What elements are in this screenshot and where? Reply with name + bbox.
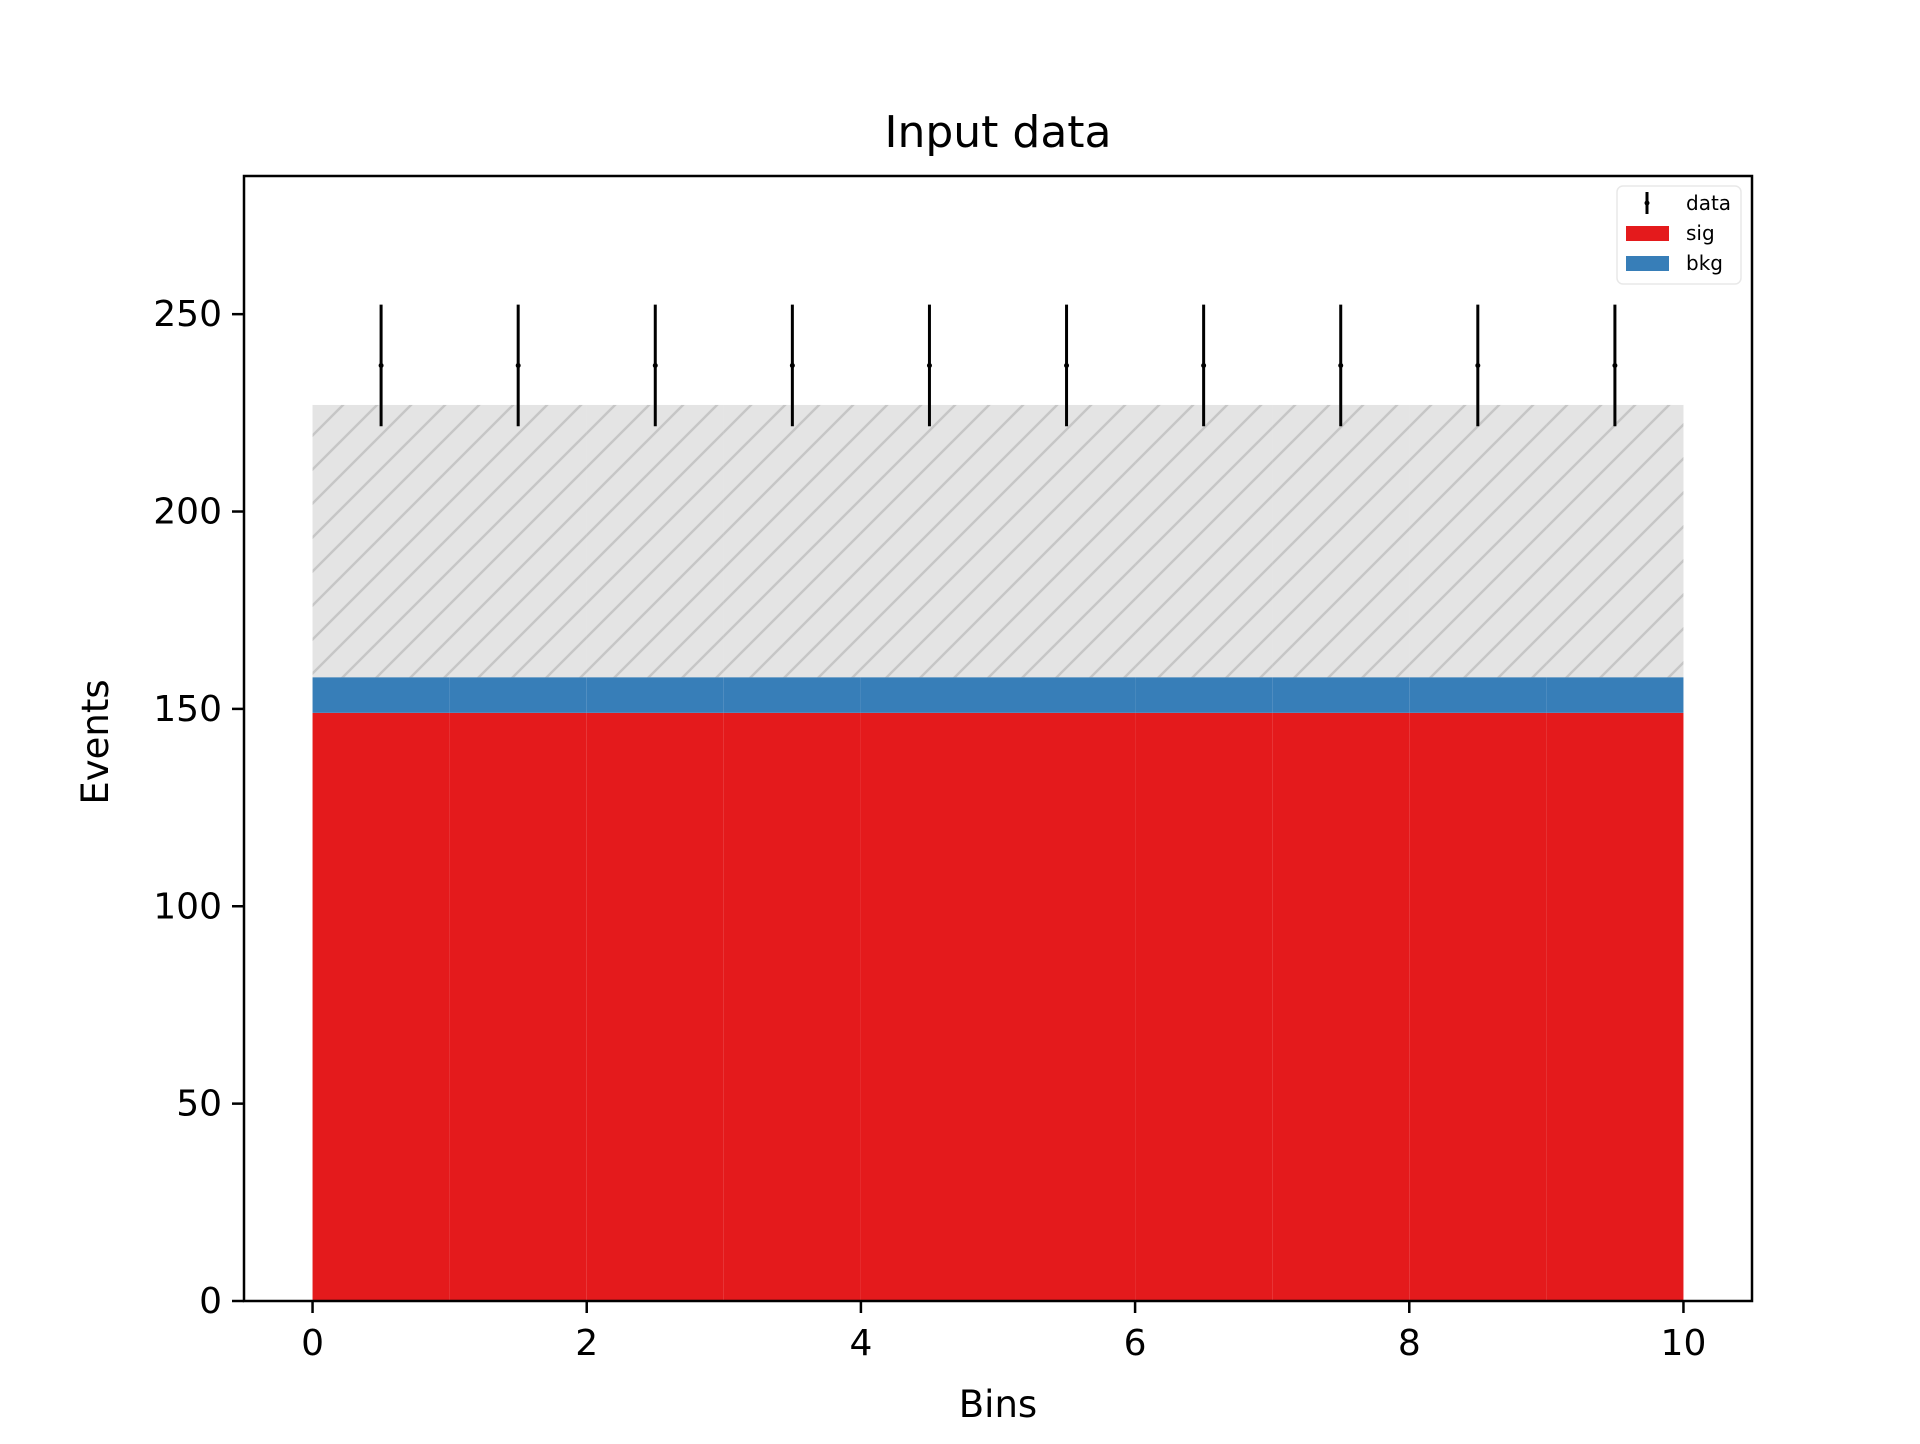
y-axis-label: Events — [74, 679, 117, 804]
legend-label-data: data — [1686, 191, 1731, 215]
data-point — [1201, 362, 1207, 368]
bar-sig — [1272, 712, 1410, 1301]
data-point — [789, 362, 795, 368]
uncertainty-band-hatch — [860, 404, 998, 678]
bar-bkg — [586, 677, 724, 713]
bar-bkg — [1272, 677, 1410, 713]
bar-sig — [860, 712, 998, 1301]
x-axis-label: Bins — [959, 1383, 1037, 1426]
y-tick-label: 100 — [153, 886, 222, 927]
x-tick-label: 6 — [1124, 1323, 1147, 1364]
data-point — [1612, 362, 1618, 368]
data-point — [1064, 362, 1070, 368]
axes-frame — [242, 174, 1754, 1303]
bar-sig — [586, 712, 724, 1301]
uncertainty-band — [312, 404, 1684, 678]
uncertainty-band-hatch — [1409, 404, 1547, 678]
uncertainty-band-hatch — [723, 404, 861, 678]
data-errorbars — [378, 304, 1618, 427]
uncertainty-band-hatch — [586, 404, 724, 678]
legend-swatch-bkg — [1626, 256, 1669, 271]
x-tick-label: 2 — [575, 1323, 598, 1364]
uncertainty-band-hatch — [998, 404, 1136, 678]
bar-sig — [312, 712, 450, 1301]
bar-sig — [1546, 712, 1684, 1301]
y-tick-label: 250 — [153, 294, 222, 335]
x-axis-ticks: 0 2 4 6 8 10 — [301, 1301, 1706, 1364]
bar-bkg — [449, 677, 587, 713]
x-tick-label: 10 — [1661, 1323, 1707, 1364]
chart-title: Input data — [884, 107, 1111, 158]
legend-swatch-sig — [1626, 226, 1669, 241]
data-point — [378, 362, 384, 368]
bar-sig — [998, 712, 1136, 1301]
bar-bkg — [1135, 677, 1273, 713]
bar-sig — [449, 712, 587, 1301]
uncertainty-band-hatch — [312, 404, 450, 678]
y-axis-ticks: 0 50 100 150 200 250 — [153, 294, 244, 1322]
bar-bkg — [723, 677, 861, 713]
uncertainty-band-hatch — [1546, 404, 1684, 678]
legend-item-data: data — [1644, 191, 1731, 215]
x-tick-label: 4 — [849, 1323, 872, 1364]
legend-item-bkg: bkg — [1626, 251, 1723, 275]
uncertainty-band-hatch — [1135, 404, 1273, 678]
y-tick-label: 150 — [153, 689, 222, 730]
y-tick-label: 50 — [176, 1084, 222, 1125]
y-tick-label: 200 — [153, 492, 222, 533]
data-point — [1338, 362, 1344, 368]
bar-sig — [723, 712, 861, 1301]
bar-sig — [1409, 712, 1547, 1301]
x-tick-label: 8 — [1398, 1323, 1421, 1364]
legend-data-point — [1644, 200, 1650, 206]
bar-bkg — [312, 677, 450, 713]
data-point — [926, 362, 932, 368]
uncertainty-band-hatch — [449, 404, 587, 678]
legend-label-bkg: bkg — [1686, 251, 1723, 275]
uncertainty-band-hatch — [1272, 404, 1410, 678]
bar-bkg — [1409, 677, 1547, 713]
y-tick-label: 0 — [199, 1281, 222, 1322]
bars-layer — [312, 677, 1684, 1301]
bar-sig — [1135, 712, 1273, 1301]
x-tick-label: 0 — [301, 1323, 324, 1364]
legend-item-sig: sig — [1626, 221, 1715, 245]
data-point — [1475, 362, 1481, 368]
legend-label-sig: sig — [1686, 221, 1715, 245]
bar-bkg — [860, 677, 998, 713]
data-point — [515, 362, 521, 368]
data-point — [652, 362, 658, 368]
legend: data sig bkg — [1616, 185, 1742, 285]
bar-bkg — [1546, 677, 1684, 713]
bar-bkg — [998, 677, 1136, 713]
